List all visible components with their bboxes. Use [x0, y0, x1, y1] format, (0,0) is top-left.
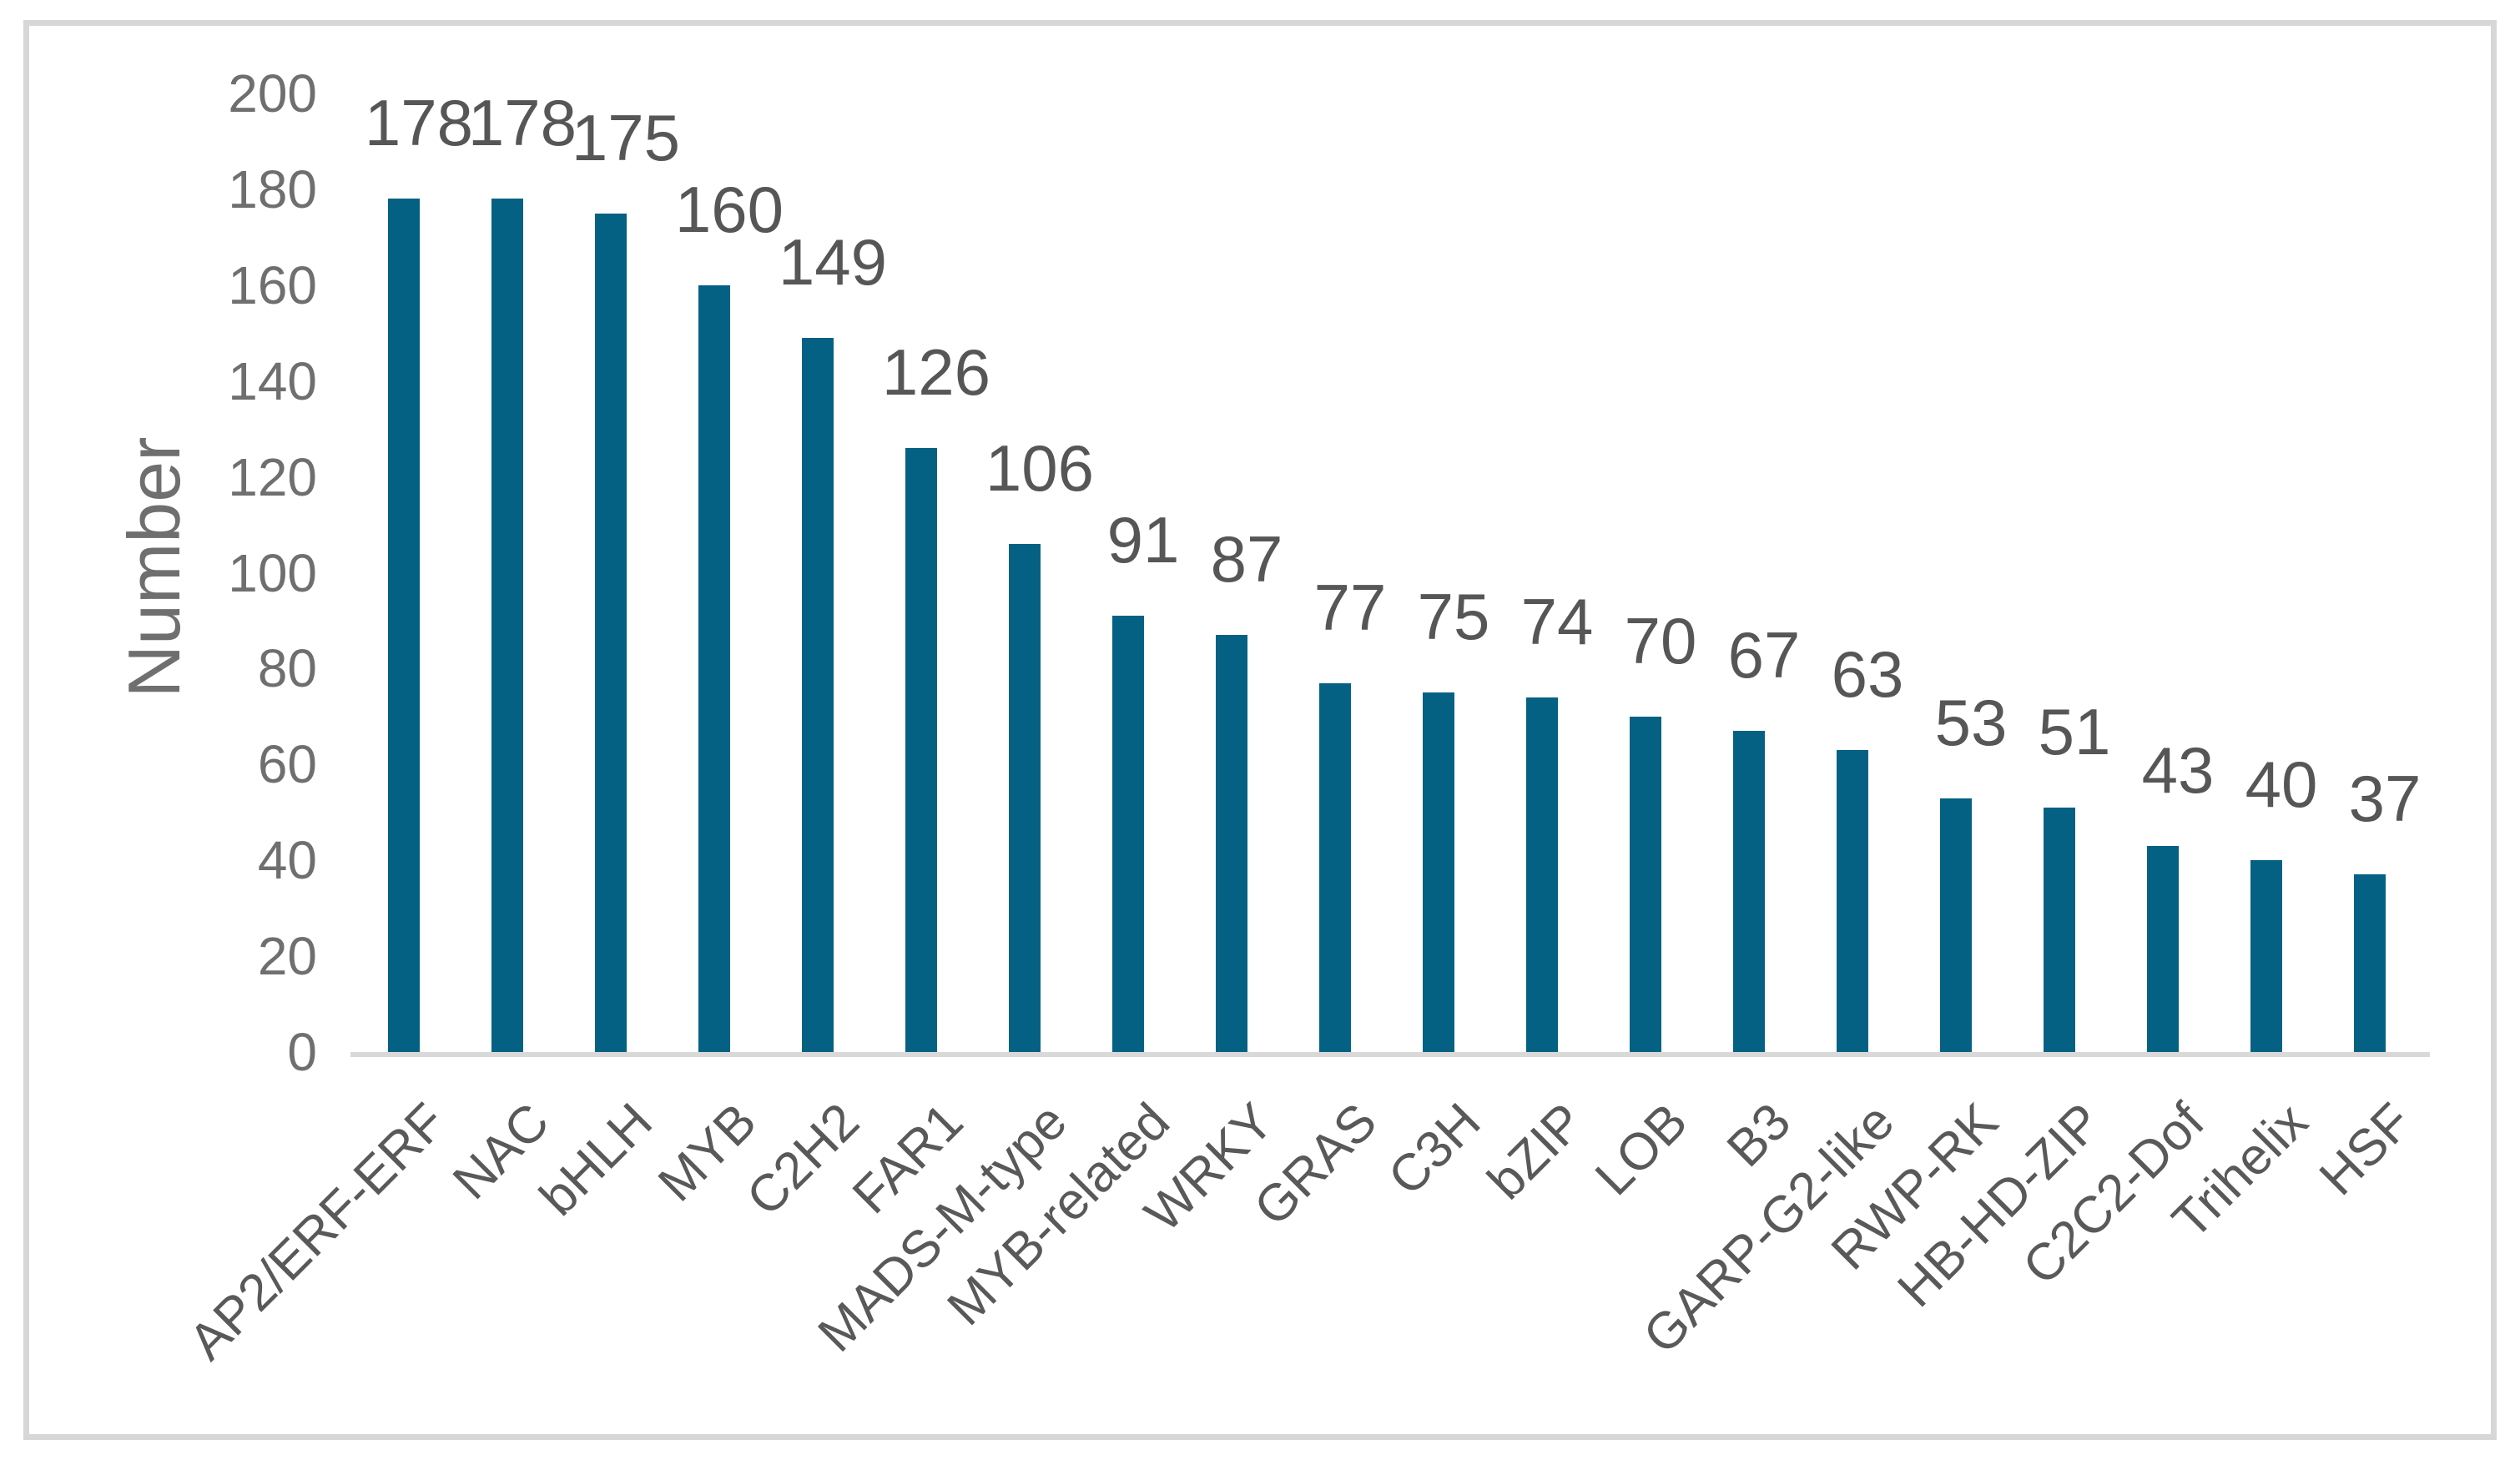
- x-axis-category-label: HSF: [2308, 1092, 2423, 1207]
- data-label-WRKY: 87: [1210, 522, 1283, 596]
- bar-LOB: [1630, 717, 1661, 1052]
- data-label-C2C2-Dof: 43: [2141, 733, 2215, 807]
- data-label-AP2/ERF-ERF: 178: [364, 86, 474, 159]
- bar-HB-HD-ZIP: [2044, 808, 2075, 1052]
- data-label-HSF: 37: [2348, 762, 2422, 835]
- bar-GRAS: [1319, 683, 1351, 1052]
- data-label-GRAS: 77: [1313, 571, 1387, 644]
- x-axis-category-label: C3H: [1377, 1092, 1492, 1207]
- data-label-LOB: 70: [1624, 604, 1697, 677]
- x-axis-line: [350, 1052, 2430, 1057]
- chart-frame: Number 0 20 40 60 80 100 120 140 160 180 200 178 AP2…: [23, 20, 2497, 1440]
- y-axis-tick-label: 40: [257, 830, 317, 891]
- data-label-C3H: 75: [1417, 580, 1490, 653]
- y-axis-tick-label: 60: [257, 734, 317, 795]
- data-label-bHLH: 175: [571, 101, 681, 174]
- y-axis-tick-label: 20: [257, 926, 317, 987]
- data-label-FAR1: 126: [881, 335, 991, 409]
- bar-AP2/ERF-ERF: [388, 199, 420, 1052]
- y-axis-tick-label: 120: [228, 446, 317, 507]
- y-axis-tick-label: 180: [228, 159, 317, 219]
- x-axis-category-label: B3: [1716, 1092, 1802, 1179]
- y-axis-tick-label: 100: [228, 542, 317, 603]
- data-label-bZIP: 74: [1520, 585, 1594, 658]
- data-label-MYB: 160: [674, 173, 784, 246]
- bar-bZIP: [1526, 697, 1558, 1052]
- x-axis-category-label: bHLH: [529, 1092, 664, 1227]
- data-label-B3: 67: [1727, 618, 1801, 692]
- bar-Trihelix: [2250, 860, 2282, 1052]
- bar-RWP-RK: [1940, 798, 1972, 1052]
- data-label-Trihelix: 40: [2245, 748, 2318, 821]
- y-axis-tick-label: 80: [257, 638, 317, 699]
- bar-MYB-related: [1112, 616, 1144, 1052]
- bar-WRKY: [1216, 635, 1247, 1052]
- y-axis-tick-label: 140: [228, 350, 317, 411]
- x-axis-category-label: bZIP: [1476, 1092, 1595, 1211]
- bar-C2C2-Dof: [2147, 846, 2179, 1052]
- bar-GARP-G2-like: [1837, 750, 1868, 1052]
- data-label-HB-HD-ZIP: 51: [2038, 695, 2111, 768]
- x-axis-category-label: AP2/ERF-ERF: [178, 1092, 457, 1372]
- bar-C2H2: [802, 338, 834, 1052]
- y-axis-tick-label: 160: [228, 254, 317, 315]
- data-label-C2H2: 149: [778, 225, 888, 299]
- bar-MYB: [698, 285, 730, 1052]
- y-axis-tick-label: 200: [228, 63, 317, 123]
- bar-NAC: [491, 199, 523, 1052]
- x-axis-category-label: LOB: [1584, 1092, 1699, 1207]
- data-label-GARP-G2-like: 63: [1831, 637, 1904, 711]
- data-label-RWP-RK: 53: [1934, 686, 2008, 759]
- bar-FAR1: [905, 448, 937, 1052]
- data-label-MYB-related: 91: [1106, 503, 1180, 576]
- bar-bHLH: [595, 214, 627, 1052]
- bar-MADS-M-type: [1009, 544, 1041, 1052]
- x-axis-category-label: C2H2: [736, 1092, 871, 1227]
- bar-HSF: [2354, 874, 2386, 1052]
- y-axis-tick-label: 0: [287, 1022, 317, 1082]
- data-label-MADS-M-type: 106: [985, 431, 1095, 505]
- bar-C3H: [1423, 692, 1454, 1052]
- data-label-NAC: 178: [467, 86, 577, 159]
- bar-B3: [1733, 731, 1765, 1052]
